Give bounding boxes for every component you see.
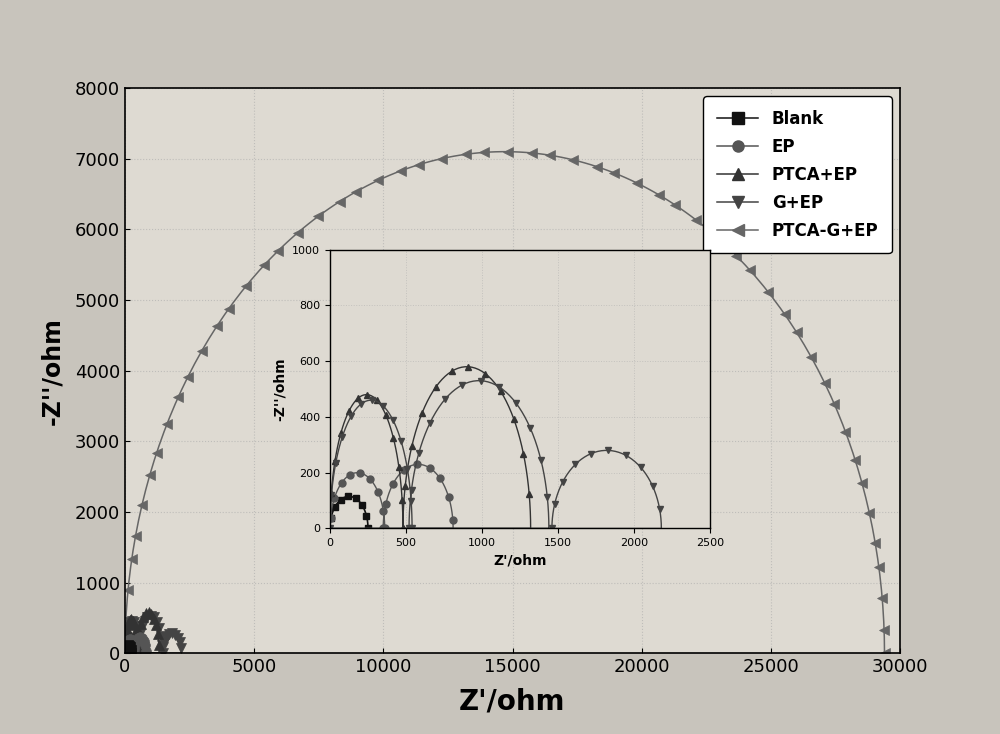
X-axis label: Z'/ohm: Z'/ohm (493, 553, 547, 568)
X-axis label: Z'/ohm: Z'/ohm (459, 687, 566, 715)
Legend: Blank, EP, PTCA+EP, G+EP, PTCA-G+EP: Blank, EP, PTCA+EP, G+EP, PTCA-G+EP (703, 96, 892, 253)
Y-axis label: -Z''/ohm: -Z''/ohm (273, 357, 287, 421)
Y-axis label: -Z''/ohm: -Z''/ohm (40, 317, 64, 424)
